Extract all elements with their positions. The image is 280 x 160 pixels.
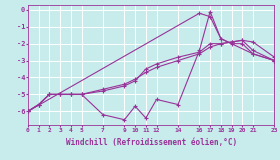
X-axis label: Windchill (Refroidissement éolien,°C): Windchill (Refroidissement éolien,°C) bbox=[66, 138, 237, 147]
